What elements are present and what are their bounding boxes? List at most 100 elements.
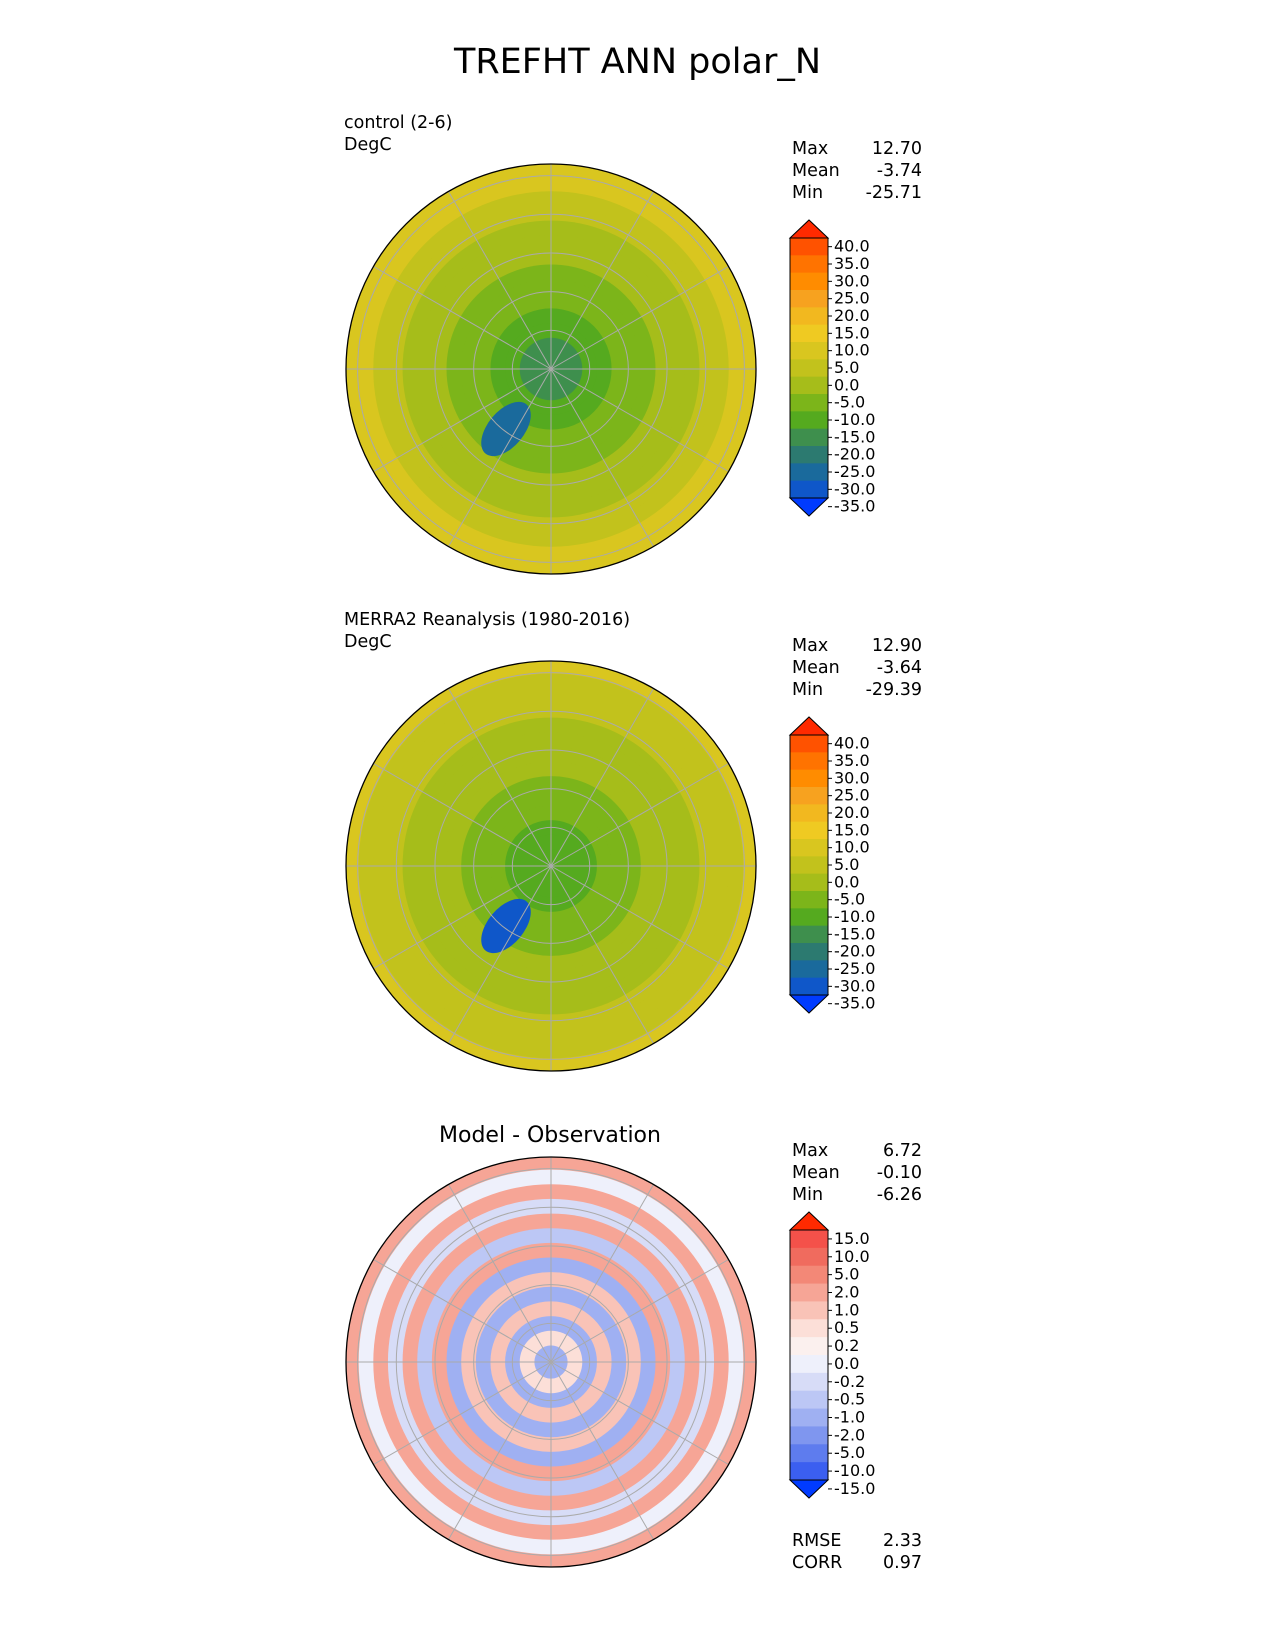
colorbar-swatch [790, 735, 828, 753]
colorbar-swatch [790, 238, 828, 256]
colorbar-swatch [790, 856, 828, 875]
stats-block: Max 6.72 Mean -0.10 Min -6.26 [792, 1140, 922, 1206]
colorbar-tick-label: 0.0 [834, 872, 859, 891]
meridian-line [550, 688, 654, 867]
colorbar-extend-low [788, 994, 830, 1014]
colorbar-swatch [790, 873, 828, 892]
colorbar-tick-label: -10.0 [834, 410, 875, 429]
stat-label-mean: Mean [792, 161, 840, 181]
colorbar-swatch [790, 1426, 828, 1445]
meridian-line [550, 1361, 729, 1465]
colorbar-tick-label: 15.0 [834, 1229, 870, 1248]
stat-value-max: 12.90 [871, 636, 922, 656]
colorbar-swatch [790, 255, 828, 274]
stat-value-mean: -3.74 [876, 161, 922, 181]
meridian-line [550, 1259, 729, 1363]
panel-units: DegC [344, 632, 392, 652]
stats-block: Max 12.70 Mean -3.74 Min -25.71 [792, 138, 922, 204]
colorbar-tick-label: 5.0 [834, 358, 859, 377]
colorbar-tick-label: 20.0 [834, 803, 870, 822]
panel-name: control (2-6) [344, 113, 453, 133]
stat-label-max: Max [792, 1141, 829, 1161]
stat-label-mean: Mean [792, 658, 840, 678]
colorbar-tick-label: 10.0 [834, 341, 870, 360]
stat-value-min: -6.26 [876, 1185, 922, 1205]
colorbar-tick-label: -30.0 [834, 976, 875, 995]
colorbar-swatch [790, 787, 828, 805]
polar-map [345, 163, 757, 575]
panel-name: MERRA2 Reanalysis (1980-2016) [344, 610, 631, 630]
colorbar-tick-label: 0.2 [834, 1336, 859, 1355]
colorbar: 40.035.030.025.020.015.010.05.00.0-5.0-1… [788, 219, 875, 517]
colorbar-swatch [790, 1301, 828, 1320]
colorbar-tick-label: 20.0 [834, 306, 870, 325]
meridian-line [373, 865, 552, 969]
colorbar-swatch [790, 891, 828, 909]
meridian-line [550, 191, 654, 370]
colorbar-tick-label: 5.0 [834, 855, 859, 874]
stat-label-min: Min [792, 183, 824, 203]
colorbar-swatch [790, 821, 828, 840]
stat-value-max: 6.72 [883, 1141, 922, 1161]
meridian-line [373, 763, 552, 867]
colorbar-swatch [790, 342, 828, 360]
panel-units: DegC [344, 135, 392, 155]
colorbar-tick-label: 0.0 [834, 375, 859, 394]
meridian-line [373, 1361, 552, 1465]
colorbar-swatch [790, 359, 828, 378]
stat-label-mean: Mean [792, 1163, 840, 1183]
colorbar-extend-low [788, 497, 830, 517]
colorbar-swatch [790, 394, 828, 412]
colorbar-tick-label: 30.0 [834, 271, 870, 290]
cold-spot [481, 401, 531, 457]
colorbar-tick-label: -0.5 [834, 1390, 865, 1409]
meridian-line [373, 266, 552, 370]
colorbar-extend-high [788, 219, 830, 239]
colorbar-tick-label: 30.0 [834, 768, 870, 787]
metric-value-rmse: 2.33 [883, 1531, 922, 1551]
polar-map [345, 660, 757, 1072]
colorbar-swatch [790, 1265, 828, 1285]
colorbar-swatch [790, 1247, 828, 1267]
colorbar-tick-label: 25.0 [834, 289, 870, 308]
colorbar-swatch [790, 804, 828, 823]
colorbar-tick-label: 40.0 [834, 734, 870, 753]
colorbar-swatch [790, 839, 828, 857]
colorbar-swatch [790, 908, 828, 927]
meridian-line [373, 368, 552, 472]
colorbar-tick-label: 10.0 [834, 1247, 870, 1266]
stats-block: Max 12.90 Mean -3.64 Min -29.39 [792, 635, 922, 701]
colorbar-extend-low [788, 1479, 830, 1499]
graticule [346, 164, 756, 574]
colorbar-swatch [790, 769, 828, 788]
meridian-line [448, 368, 552, 547]
metric-value-corr: 0.97 [883, 1553, 922, 1573]
colorbar-swatch [790, 376, 828, 395]
colorbar-swatch [790, 307, 828, 326]
colorbar-swatch [790, 411, 828, 430]
meridian-line [448, 191, 552, 370]
meridian-line [448, 865, 552, 1044]
meridian-line [550, 865, 654, 1044]
colorbar-tick-label: 40.0 [834, 237, 870, 256]
stat-value-max: 12.70 [871, 139, 922, 159]
panel-label: control (2-6) DegC [344, 112, 452, 156]
colorbar-swatch [790, 752, 828, 771]
colorbar-tick-label: -0.2 [834, 1372, 865, 1391]
colorbar-swatch [790, 1319, 828, 1338]
colorbar-swatch [790, 1390, 828, 1410]
colorbar-tick-label: 2.0 [834, 1283, 859, 1302]
colorbar-swatch [790, 324, 828, 343]
colorbar-extend-high [788, 716, 830, 736]
colorbar-tick-label: -2.0 [834, 1425, 865, 1444]
colorbar-tick-label: -35.0 [834, 497, 875, 516]
graticule [346, 1157, 756, 1567]
stat-value-min: -29.39 [865, 680, 922, 700]
colorbar-tick-label: 15.0 [834, 323, 870, 342]
metric-label-rmse: RMSE [792, 1531, 842, 1551]
panel-label: MERRA2 Reanalysis (1980-2016) DegC [344, 609, 630, 653]
colorbar-tick-label: -20.0 [834, 942, 875, 961]
colorbar-tick-label: 10.0 [834, 838, 870, 857]
colorbar-tick-label: -15.0 [834, 427, 875, 446]
colorbar-swatch [790, 272, 828, 291]
